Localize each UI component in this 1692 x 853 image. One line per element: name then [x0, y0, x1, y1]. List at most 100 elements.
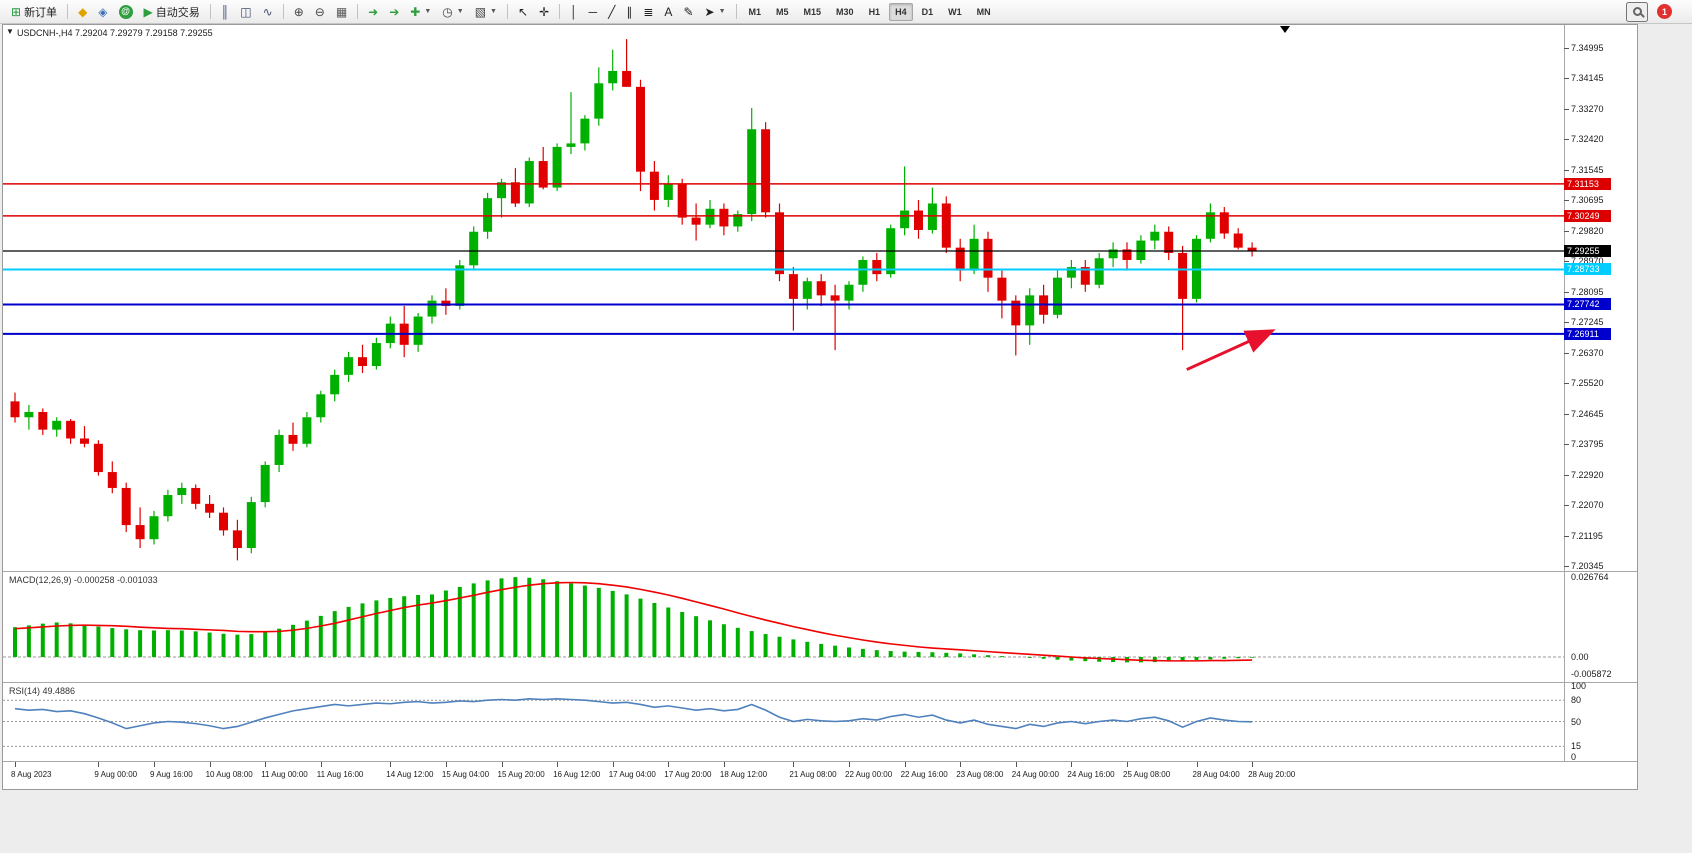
time-axis-tick — [557, 762, 559, 767]
templates-button[interactable]: ▧ ▼ — [470, 2, 502, 22]
new-order-label: 新订单 — [24, 6, 58, 19]
price-axis-label: 7.29820 — [1571, 226, 1604, 237]
auto-trading-button[interactable]: ▶ 自动交易 — [139, 2, 205, 22]
toolbar-separator — [506, 4, 508, 19]
candle — [622, 70, 632, 87]
new-order-button[interactable]: ⊞ 新订单 — [6, 2, 62, 22]
timeframe-m15-button[interactable]: M15 — [798, 3, 828, 21]
zoom-in-button[interactable]: ⊕ — [289, 2, 309, 22]
price-axis-label: 7.28095 — [1571, 286, 1604, 297]
zoom-out-icon: ⊖ — [314, 4, 325, 19]
timeframe-w1-button[interactable]: W1 — [942, 3, 968, 21]
candle — [705, 208, 715, 225]
rsi-axis-label: 15 — [1571, 741, 1582, 752]
timeframe-m30-button[interactable]: M30 — [830, 3, 860, 21]
time-axis-label: 9 Aug 00:00 — [94, 770, 138, 779]
time-axis-tick — [849, 762, 850, 767]
market-watch-icon: ◆ — [78, 4, 88, 19]
arrow-annotation[interactable] — [1186, 329, 1276, 371]
text-button[interactable]: A — [659, 2, 677, 22]
one-click-trading-toggle[interactable]: ▼ — [6, 27, 14, 36]
rsi-label: RSI(14) 49.4886 — [9, 686, 76, 696]
price-line-tag: 7.27742 — [1564, 298, 1611, 311]
bar-chart-button[interactable]: ║ — [216, 2, 235, 22]
candle — [663, 184, 673, 200]
navigator-button[interactable]: @ — [114, 2, 138, 22]
timeframe-m1-button[interactable]: M1 — [743, 3, 768, 21]
horizontal-line-button[interactable]: ─ — [584, 2, 603, 22]
panel-separator[interactable] — [3, 761, 1637, 762]
time-axis-tick — [793, 762, 795, 767]
price-axis-label: 7.33270 — [1571, 104, 1604, 115]
vertical-line-button[interactable]: │ — [565, 2, 583, 22]
text-label-button[interactable]: ✎ — [678, 2, 698, 22]
candle — [1219, 212, 1229, 234]
timeframe-h4-button[interactable]: H4 — [889, 2, 913, 21]
time-axis-label: 14 Aug 12:00 — [386, 770, 434, 779]
chart-shift-marker[interactable] — [1280, 26, 1290, 33]
chart-shift-button[interactable]: ➔ — [384, 2, 404, 22]
candle — [747, 129, 757, 215]
indicators-button[interactable]: ✚ ▼ — [405, 2, 436, 22]
vertical-line-icon: │ — [570, 4, 578, 19]
time-axis-tick — [668, 762, 670, 767]
candle — [260, 464, 270, 503]
periods-icon: ◷ — [442, 4, 453, 19]
price-axis-tick — [1564, 139, 1569, 141]
timeframe-h1-button[interactable]: H1 — [863, 3, 887, 21]
time-axis-tick — [390, 762, 392, 767]
timeframe-m5-button[interactable]: M5 — [770, 3, 795, 21]
arrows-button[interactable]: ➤ ▼ — [700, 2, 731, 22]
zoom-out-button[interactable]: ⊖ — [310, 2, 330, 22]
timeframe-mn-button[interactable]: MN — [971, 3, 997, 21]
market-watch-button[interactable]: ◆ — [73, 2, 92, 22]
price-axis-tick — [1564, 474, 1569, 476]
price-axis-label: 7.34995 — [1571, 43, 1604, 54]
trendline-button[interactable]: ╱ — [603, 2, 620, 22]
candle — [441, 300, 451, 306]
toolbar-separator — [209, 4, 211, 19]
candle — [914, 210, 923, 230]
panel-separator[interactable] — [3, 571, 1637, 572]
data-window-button[interactable]: ◈ — [93, 2, 112, 22]
price-axis-label: 7.23795 — [1571, 438, 1604, 449]
price-axis-tick — [1564, 109, 1569, 111]
candle — [816, 281, 826, 296]
candle — [483, 198, 493, 232]
periods-button[interactable]: ◷ ▼ — [437, 2, 468, 22]
time-axis-tick — [98, 762, 100, 767]
price-chart[interactable] — [3, 25, 1564, 571]
candle — [1150, 231, 1160, 241]
time-axis-tick — [209, 762, 211, 767]
line-chart-button[interactable]: ∿ — [258, 2, 278, 22]
price-axis-label: 7.21195 — [1571, 530, 1603, 541]
tile-windows-button[interactable]: ▦ — [331, 2, 352, 22]
time-axis-label: 10 Aug 08:00 — [205, 770, 253, 779]
equidistant-channel-button[interactable]: ∥ — [621, 2, 637, 22]
crosshair-button[interactable]: ✛ — [534, 2, 554, 22]
candle — [358, 357, 367, 367]
macd-panel[interactable] — [3, 572, 1564, 682]
panel-separator[interactable] — [3, 682, 1637, 683]
time-axis-label: 28 Aug 20:00 — [1248, 770, 1296, 779]
chart-window[interactable]: ▼ USDCNH-,H4 7.29204 7.29279 7.29158 7.2… — [2, 24, 1638, 790]
candle — [510, 182, 520, 204]
candle — [844, 284, 854, 301]
horizontal-line-icon: ─ — [588, 4, 598, 19]
search-button[interactable] — [1626, 1, 1648, 22]
candle — [969, 238, 979, 271]
auto-scroll-button[interactable]: ➜ — [363, 2, 383, 22]
rsi-panel[interactable] — [3, 683, 1564, 761]
cursor-button[interactable]: ↖ — [513, 2, 533, 22]
candle — [455, 265, 465, 306]
auto-trading-icon: ▶ — [143, 4, 153, 19]
candle — [1205, 212, 1215, 239]
time-axis-label: 16 Aug 12:00 — [553, 770, 601, 779]
price-axis-label: 7.25520 — [1571, 377, 1604, 388]
candle — [1122, 249, 1132, 261]
candlestick-chart-button[interactable]: ◫ — [235, 2, 256, 22]
time-axis-tick — [445, 762, 447, 767]
notification-badge[interactable]: 1 — [1657, 4, 1672, 19]
timeframe-d1-button[interactable]: D1 — [916, 3, 940, 21]
fibonacci-button[interactable]: ≣ — [638, 2, 658, 22]
